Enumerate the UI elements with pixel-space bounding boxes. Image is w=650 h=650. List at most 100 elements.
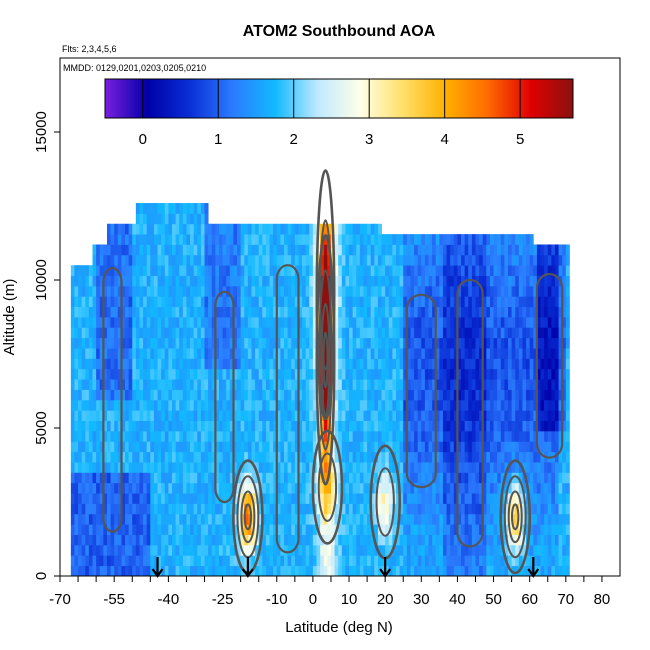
heatmap-cell xyxy=(471,358,476,370)
heatmap-cell xyxy=(388,379,393,390)
heatmap-cell xyxy=(381,244,386,256)
heatmap-cell xyxy=(385,306,390,318)
heatmap-cell xyxy=(489,389,494,401)
heatmap-cell xyxy=(291,379,296,390)
heatmap-cell xyxy=(269,389,274,401)
heatmap-cell xyxy=(305,451,310,463)
heatmap-cell xyxy=(215,285,220,297)
heatmap-cell xyxy=(414,296,419,308)
heatmap-cell xyxy=(226,234,231,245)
heatmap-cell xyxy=(554,482,559,494)
heatmap-cell xyxy=(479,337,484,349)
heatmap-cell xyxy=(128,265,133,276)
heatmap-cell xyxy=(565,544,570,556)
heatmap-cell xyxy=(511,399,516,411)
heatmap-cell xyxy=(468,430,473,442)
heatmap-cell xyxy=(291,493,296,504)
heatmap-cell xyxy=(457,389,462,401)
y-tick-label: 5000 xyxy=(33,411,50,444)
heatmap-cell xyxy=(240,430,245,442)
heatmap-cell xyxy=(461,317,466,328)
heatmap-cell xyxy=(536,410,541,421)
heatmap-cell xyxy=(258,389,263,401)
heatmap-cell xyxy=(161,254,166,266)
heatmap-cell xyxy=(265,244,270,256)
heatmap-cell xyxy=(110,555,115,567)
heatmap-cell xyxy=(515,317,520,328)
heatmap-cell xyxy=(291,503,296,515)
heatmap-cell xyxy=(125,503,130,515)
heatmap-cell xyxy=(78,275,83,287)
heatmap-cell xyxy=(161,203,166,214)
heatmap-cell xyxy=(508,451,513,463)
heatmap-cell xyxy=(345,451,350,463)
heatmap-cell xyxy=(396,358,401,370)
heatmap-cell xyxy=(497,234,502,245)
heatmap-cell xyxy=(117,493,122,504)
heatmap-cell xyxy=(92,544,97,556)
heatmap-cell xyxy=(121,285,126,297)
heatmap-cell xyxy=(562,441,567,453)
heatmap-cell xyxy=(269,493,274,504)
heatmap-cell xyxy=(262,565,267,576)
heatmap-cell xyxy=(143,503,148,515)
heatmap-cell xyxy=(121,524,126,535)
heatmap-cell xyxy=(150,410,155,421)
heatmap-cell xyxy=(298,223,303,235)
heatmap-cell xyxy=(117,337,122,349)
heatmap-cell xyxy=(215,513,220,525)
y-tick-label: 0 xyxy=(33,572,50,580)
heatmap-cell xyxy=(421,524,426,535)
heatmap-cell xyxy=(135,493,140,504)
heatmap-cell xyxy=(132,534,137,546)
heatmap-cell xyxy=(168,337,173,349)
heatmap-cell xyxy=(428,472,433,484)
heatmap-cell xyxy=(172,348,177,359)
heatmap-cell xyxy=(504,285,509,297)
heatmap-cell xyxy=(529,275,534,287)
heatmap-cell xyxy=(262,534,267,546)
heatmap-cell xyxy=(515,482,520,494)
heatmap-cell xyxy=(143,420,148,432)
heatmap-cell xyxy=(218,399,223,411)
heatmap-cell xyxy=(85,482,90,494)
heatmap-cell xyxy=(146,389,151,401)
heatmap-cell xyxy=(294,244,299,256)
heatmap-cell xyxy=(110,462,115,473)
heatmap-cell xyxy=(529,534,534,546)
heatmap-cell xyxy=(446,534,451,546)
heatmap-cell xyxy=(526,285,531,297)
heatmap-cell xyxy=(226,555,231,567)
heatmap-cell xyxy=(547,544,552,556)
heatmap-cell xyxy=(179,555,184,567)
heatmap-cell xyxy=(78,493,83,504)
heatmap-cell xyxy=(211,565,216,576)
heatmap-cell xyxy=(388,493,393,504)
heatmap-cell xyxy=(374,379,379,390)
heatmap-cell xyxy=(428,234,433,245)
heatmap-cell xyxy=(200,420,205,432)
heatmap-cell xyxy=(410,555,415,567)
heatmap-cell xyxy=(110,565,115,576)
heatmap-cell xyxy=(132,493,137,504)
heatmap-cell xyxy=(417,337,422,349)
heatmap-cell xyxy=(92,503,97,515)
heatmap-cell xyxy=(374,306,379,318)
heatmap-cell xyxy=(305,513,310,525)
heatmap-cell xyxy=(229,358,234,370)
heatmap-cell xyxy=(435,275,440,287)
heatmap-cell xyxy=(417,285,422,297)
heatmap-cell xyxy=(323,430,328,442)
heatmap-cell xyxy=(229,275,234,287)
heatmap-cell xyxy=(146,524,151,535)
heatmap-cell xyxy=(262,348,267,359)
heatmap-cell xyxy=(121,306,126,318)
heatmap-cell xyxy=(518,430,523,442)
heatmap-cell xyxy=(453,482,458,494)
heatmap-cell xyxy=(200,368,205,380)
heatmap-cell xyxy=(186,285,191,297)
heatmap-cell xyxy=(410,254,415,266)
heatmap-cell xyxy=(330,503,335,515)
heatmap-cell xyxy=(208,451,213,463)
heatmap-cell xyxy=(233,265,238,276)
